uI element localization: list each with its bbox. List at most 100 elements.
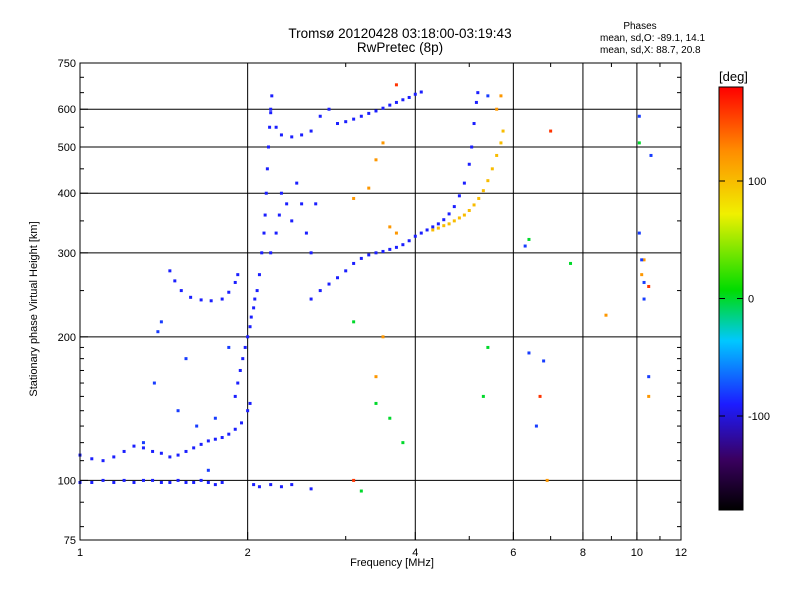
data-point (486, 94, 490, 98)
phases-stat-o: mean, sd,O: -89.1, 14.1 (600, 33, 706, 44)
data-point (159, 480, 163, 484)
data-point (431, 225, 435, 229)
data-point (407, 239, 411, 243)
data-point (279, 485, 283, 489)
data-point (238, 368, 242, 372)
phases-stat-x: mean, sd,X: 88.7, 20.8 (600, 45, 701, 56)
data-point (220, 480, 224, 484)
data-point (474, 100, 478, 104)
data-point (538, 394, 542, 398)
data-point (189, 295, 193, 299)
data-point (295, 181, 299, 185)
data-point (257, 273, 261, 277)
data-point (168, 269, 172, 273)
data-point (304, 231, 308, 235)
x-tick-label: 6 (510, 547, 516, 559)
data-point (640, 273, 644, 277)
colorbar-tick-label: -100 (748, 411, 770, 423)
colorbar-tick-label: 100 (748, 176, 766, 188)
data-point (159, 451, 163, 455)
data-point (394, 231, 398, 235)
data-point (374, 251, 378, 255)
colorbar-label: [deg] (719, 69, 748, 84)
data-point (268, 125, 272, 129)
data-point (249, 315, 253, 319)
data-point (227, 290, 231, 294)
data-point (352, 478, 356, 482)
data-point (472, 203, 476, 207)
data-point (388, 247, 392, 251)
data-point (309, 251, 313, 255)
data-point (199, 442, 203, 446)
data-point (122, 449, 126, 453)
data-point (374, 109, 378, 113)
data-point (527, 351, 531, 355)
data-point (495, 107, 499, 111)
y-tick-label: 75 (64, 535, 76, 547)
data-point (523, 244, 527, 248)
data-point (401, 243, 405, 247)
data-point (388, 416, 392, 420)
data-points (78, 83, 653, 493)
x-tick-label: 12 (675, 547, 687, 559)
data-point (233, 427, 237, 431)
data-point (374, 401, 378, 405)
data-point (642, 258, 646, 262)
data-point (248, 325, 252, 329)
data-point (112, 455, 116, 459)
data-point (467, 208, 471, 212)
data-point (442, 218, 446, 222)
data-point (176, 409, 180, 413)
data-point (260, 251, 264, 255)
data-point (490, 167, 494, 171)
data-point (476, 91, 480, 95)
data-point (486, 345, 490, 349)
data-point (344, 269, 348, 273)
data-point (352, 320, 356, 324)
data-point (309, 129, 313, 133)
data-point (419, 231, 423, 235)
data-point (501, 129, 505, 133)
data-point (419, 90, 423, 94)
data-point (462, 213, 466, 217)
colorbar-tick-label: 0 (748, 294, 754, 306)
data-point (220, 297, 224, 301)
data-point (156, 330, 160, 334)
data-point (209, 299, 213, 303)
data-point (151, 478, 155, 482)
data-point (246, 335, 250, 339)
data-point (90, 480, 94, 484)
data-point (101, 459, 105, 463)
data-point (381, 335, 385, 339)
data-point (248, 401, 252, 405)
data-point (206, 480, 210, 484)
x-axis-label: Frequency [MHz] (350, 557, 434, 569)
data-point (213, 416, 217, 420)
y-tick-label: 300 (58, 248, 76, 260)
data-point (141, 478, 145, 482)
data-point (549, 129, 553, 133)
data-point (279, 191, 283, 195)
y-tick-label: 500 (58, 142, 76, 154)
data-point (481, 189, 485, 193)
data-point (90, 457, 94, 461)
data-point (227, 345, 231, 349)
data-point (173, 279, 177, 283)
data-point (381, 106, 385, 110)
data-point (252, 306, 256, 310)
plot-frame (79, 62, 682, 541)
y-tick-label: 100 (58, 475, 76, 487)
data-point (388, 225, 392, 229)
data-point (233, 280, 237, 284)
data-point (431, 228, 435, 232)
data-point (179, 289, 183, 293)
data-point (467, 162, 471, 166)
data-point (176, 453, 180, 457)
data-point (374, 158, 378, 162)
data-point (359, 256, 363, 260)
data-point (314, 202, 318, 206)
data-point (159, 320, 163, 324)
data-point (327, 107, 331, 111)
data-point (240, 421, 244, 425)
data-point (545, 478, 549, 482)
